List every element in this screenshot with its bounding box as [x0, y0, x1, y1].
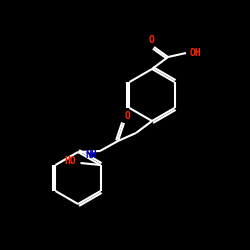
Text: O: O [125, 111, 131, 121]
Text: NH: NH [85, 150, 97, 160]
Text: HO: HO [65, 156, 76, 166]
Text: OH: OH [189, 48, 201, 58]
Text: O: O [149, 35, 155, 45]
